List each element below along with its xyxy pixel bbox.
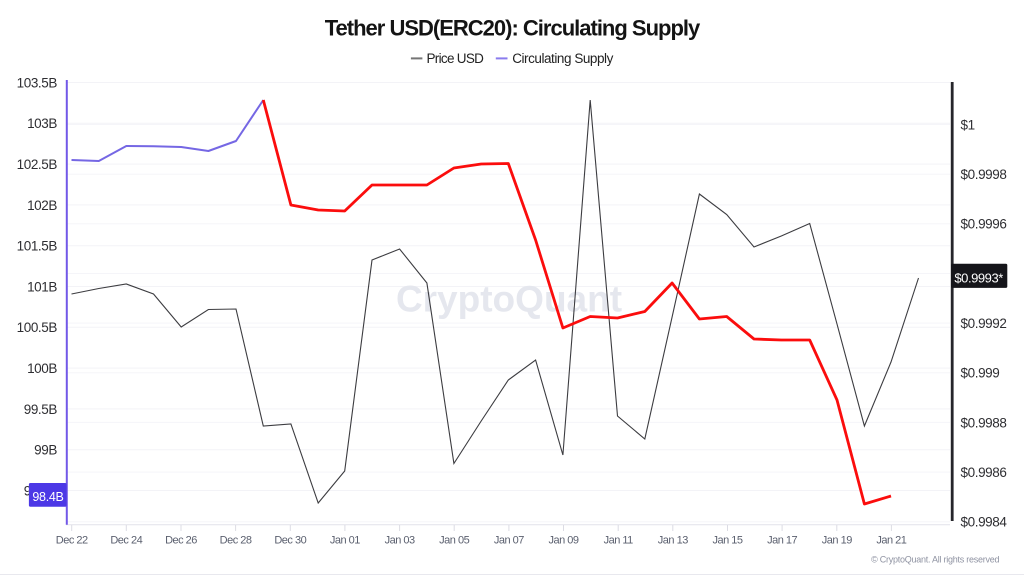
svg-text:Jan 15: Jan 15 bbox=[712, 535, 742, 547]
svg-text:Circulating Supply: Circulating Supply bbox=[512, 51, 613, 66]
svg-text:$0.999: $0.999 bbox=[961, 366, 1000, 381]
svg-text:Jan 13: Jan 13 bbox=[658, 535, 688, 547]
svg-text:99.5B: 99.5B bbox=[24, 402, 58, 417]
svg-text:Jan 17: Jan 17 bbox=[767, 535, 797, 547]
svg-text:Jan 19: Jan 19 bbox=[822, 535, 852, 547]
svg-text:$0.9996: $0.9996 bbox=[961, 217, 1007, 232]
svg-text:Jan 09: Jan 09 bbox=[548, 535, 578, 547]
svg-text:Dec 30: Dec 30 bbox=[274, 535, 306, 547]
svg-text:103.5B: 103.5B bbox=[17, 75, 58, 90]
svg-text:$1: $1 bbox=[961, 117, 975, 132]
svg-text:103B: 103B bbox=[27, 116, 57, 131]
svg-text:$0.9992: $0.9992 bbox=[961, 316, 1007, 331]
svg-text:101B: 101B bbox=[27, 279, 57, 294]
svg-text:Dec 24: Dec 24 bbox=[110, 535, 142, 547]
svg-text:101.5B: 101.5B bbox=[17, 239, 58, 254]
svg-text:102.5B: 102.5B bbox=[17, 157, 58, 172]
svg-text:100B: 100B bbox=[27, 361, 57, 376]
svg-text:$0.9993*: $0.9993* bbox=[954, 271, 1003, 286]
svg-text:Dec 22: Dec 22 bbox=[56, 535, 88, 547]
svg-text:$0.9986: $0.9986 bbox=[961, 465, 1007, 480]
svg-text:Jan 01: Jan 01 bbox=[330, 535, 360, 547]
svg-text:102B: 102B bbox=[27, 198, 57, 213]
svg-text:Tether USD(ERC20): Circulating: Tether USD(ERC20): Circulating Supply bbox=[325, 16, 701, 41]
svg-text:© CryptoQuant. All rights rese: © CryptoQuant. All rights reserved bbox=[871, 554, 999, 564]
svg-text:$0.9998: $0.9998 bbox=[961, 167, 1007, 182]
svg-text:Jan 07: Jan 07 bbox=[494, 535, 524, 547]
svg-text:Jan 05: Jan 05 bbox=[439, 535, 469, 547]
svg-text:$0.9984: $0.9984 bbox=[961, 515, 1008, 530]
svg-text:$0.9988: $0.9988 bbox=[961, 415, 1007, 430]
svg-text:Jan 21: Jan 21 bbox=[876, 535, 906, 547]
svg-text:100.5B: 100.5B bbox=[17, 320, 58, 335]
svg-text:CryptoQuant: CryptoQuant bbox=[396, 279, 622, 320]
svg-text:98.4B: 98.4B bbox=[32, 490, 63, 504]
svg-text:Price USD: Price USD bbox=[427, 51, 485, 66]
svg-text:Dec 28: Dec 28 bbox=[220, 535, 252, 547]
svg-text:Jan 03: Jan 03 bbox=[385, 535, 415, 547]
svg-text:Dec 26: Dec 26 bbox=[165, 535, 197, 547]
svg-text:99B: 99B bbox=[34, 443, 57, 458]
svg-text:Jan 11: Jan 11 bbox=[604, 535, 634, 547]
